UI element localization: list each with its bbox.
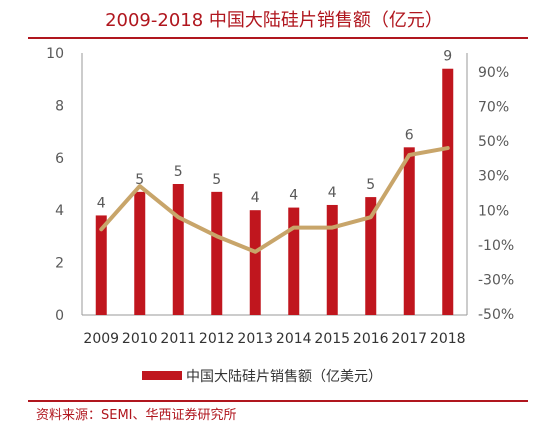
- bar-2013: [249, 210, 261, 315]
- bar-data-label: 4: [289, 188, 298, 204]
- y-right-tick-label: -10%: [478, 238, 514, 254]
- source-note: 资料来源：SEMI、华西证券研究所: [36, 408, 237, 423]
- bar-data-label: 6: [405, 127, 414, 143]
- bar-2016: [365, 197, 377, 315]
- y-right-tick-label: 50%: [478, 134, 509, 150]
- bar-data-label: 5: [212, 172, 221, 188]
- y-right-tick-label: -50%: [478, 307, 514, 323]
- title-rule: [28, 37, 528, 39]
- x-tick-label: 2012: [199, 331, 235, 347]
- y-right-tick-label: -30%: [478, 272, 514, 288]
- chart-title: 2009-2018 中国大陆硅片销售额（亿元）: [105, 10, 443, 31]
- x-tick-label: 2015: [314, 331, 350, 347]
- x-tick-label: 2013: [237, 331, 273, 347]
- bar-2010: [134, 191, 146, 315]
- bar-data-label: 5: [135, 172, 144, 188]
- source-rule: [28, 400, 528, 402]
- y-left-tick-label: 6: [55, 151, 64, 167]
- chart-svg: 0 2 4 6 8 10 -50% -30% -10% 10% 30% 50% 70% 90% 4 5 5 5 4 4…: [46, 46, 514, 385]
- x-tick-label: 2018: [430, 331, 466, 347]
- growth-line: [99, 146, 450, 254]
- x-tick-label: 2009: [83, 331, 119, 347]
- bar-2012: [211, 191, 223, 315]
- bar-2018: [442, 68, 454, 315]
- y-left-tick-label: 4: [55, 203, 64, 219]
- legend-label: 中国大陆硅片销售额（亿美元）: [186, 369, 382, 385]
- legend-swatch: [142, 371, 182, 380]
- y-left-tick-label: 10: [46, 46, 64, 62]
- bar-data-label: 4: [97, 195, 106, 211]
- bar-2017: [403, 147, 415, 315]
- bar-data-label: 5: [174, 164, 183, 180]
- y-right-tick-label: 10%: [478, 203, 509, 219]
- bar-2015: [326, 204, 338, 315]
- x-tick-label: 2011: [160, 331, 196, 347]
- y-right-tick-label: 70%: [478, 100, 509, 116]
- y-left-tick-label: 8: [55, 98, 64, 114]
- y-right-tick-label: 30%: [478, 169, 509, 185]
- x-tick-label: 2014: [276, 331, 312, 347]
- bar-2009: [95, 215, 107, 315]
- x-tick-label: 2017: [391, 331, 427, 347]
- y-right-tick-label: 90%: [478, 65, 509, 81]
- bar-2011: [172, 184, 184, 315]
- y-left-tick-label: 2: [55, 256, 64, 272]
- bar-data-label: 9: [443, 49, 452, 65]
- y-left-tick-label: 0: [55, 308, 64, 324]
- x-tick-label: 2010: [122, 331, 158, 347]
- bar-2014: [288, 207, 300, 315]
- x-tick-label: 2016: [353, 331, 389, 347]
- bar-data-label: 4: [251, 190, 260, 206]
- bar-data-label: 4: [328, 185, 337, 201]
- bar-data-label: 5: [366, 177, 375, 193]
